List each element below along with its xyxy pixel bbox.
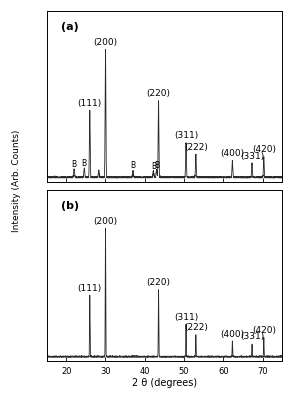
X-axis label: 2 θ (degrees): 2 θ (degrees)	[132, 377, 197, 387]
Text: (220): (220)	[147, 89, 171, 98]
Text: Intensity (Arb. Counts): Intensity (Arb. Counts)	[12, 130, 21, 231]
Text: (420): (420)	[252, 325, 276, 334]
Text: (a): (a)	[61, 22, 79, 32]
Text: (222): (222)	[184, 142, 208, 152]
Text: B: B	[82, 158, 87, 167]
Text: (111): (111)	[78, 283, 102, 292]
Text: (400): (400)	[220, 149, 244, 158]
Text: (331): (331)	[240, 152, 264, 160]
Text: (111): (111)	[78, 99, 102, 108]
Text: (311): (311)	[174, 312, 198, 321]
Text: (420): (420)	[252, 145, 276, 154]
Text: B: B	[130, 161, 136, 170]
Text: B: B	[154, 160, 159, 169]
Text: (331): (331)	[240, 332, 264, 340]
Text: B: B	[151, 161, 156, 170]
Text: (200): (200)	[93, 216, 118, 225]
Text: (200): (200)	[93, 38, 118, 47]
Text: B: B	[72, 159, 77, 168]
Text: (b): (b)	[61, 201, 79, 211]
Text: (311): (311)	[174, 131, 198, 140]
Text: (222): (222)	[184, 322, 208, 332]
Text: (400): (400)	[220, 329, 244, 338]
Text: (220): (220)	[147, 278, 171, 287]
